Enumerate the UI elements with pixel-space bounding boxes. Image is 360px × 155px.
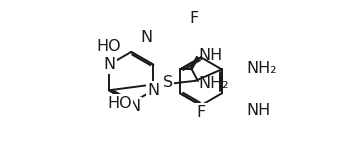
- Text: S: S: [162, 75, 173, 90]
- Text: NH₂: NH₂: [247, 61, 277, 76]
- Text: F: F: [189, 11, 199, 26]
- Text: HO: HO: [107, 96, 132, 111]
- Text: N: N: [128, 99, 140, 114]
- Text: N: N: [147, 83, 159, 98]
- Text: NH: NH: [199, 48, 223, 63]
- Text: NH₂: NH₂: [199, 76, 229, 91]
- Text: N: N: [103, 57, 115, 72]
- Text: F: F: [196, 105, 206, 120]
- Text: NH: NH: [247, 103, 271, 118]
- Text: N: N: [141, 31, 153, 45]
- Text: S: S: [162, 75, 173, 90]
- Text: HO: HO: [96, 39, 121, 54]
